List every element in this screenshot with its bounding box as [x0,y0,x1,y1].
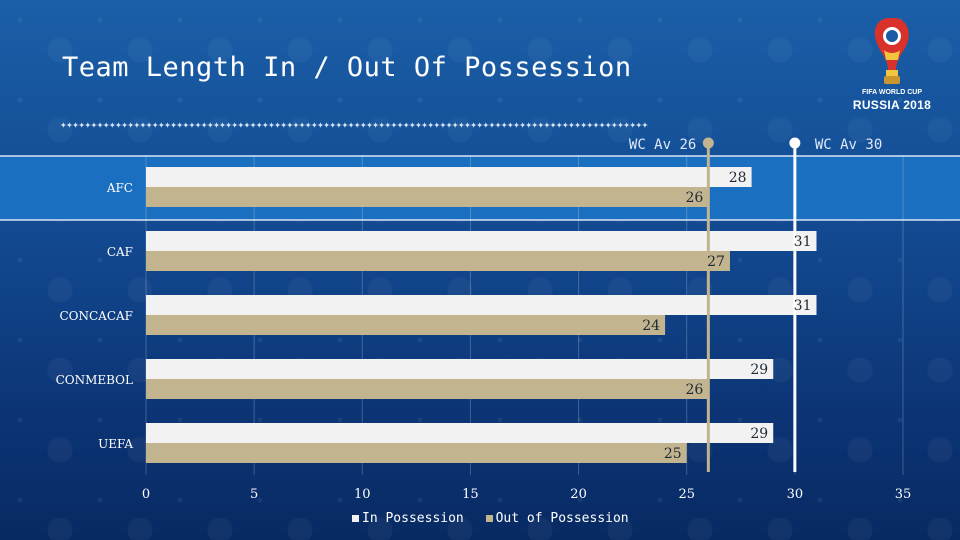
data-label: 25 [664,446,682,462]
data-label: 29 [750,362,768,378]
legend-swatch-in-possession [352,515,359,522]
data-label: 27 [707,254,725,270]
category-label: UEFA [98,437,133,451]
category-labels: AFC CAF CONCACAF CONMEBOL UEFA [56,181,134,451]
bar-concacaf-out-of-possession [146,315,666,335]
reference-line-marker [702,137,714,149]
x-tick-label: 20 [570,487,587,502]
bar-caf-in-possession [146,231,817,251]
x-tick-label: 35 [895,487,912,502]
decorative-divider: ✦✦✦✦✦✦✦✦✦✦✦✦✦✦✦✦✦✦✦✦✦✦✦✦✦✦✦✦✦✦✦✦✦✦✦✦✦✦✦✦… [60,118,648,131]
bar-concacaf-in-possession [146,295,817,315]
data-label: 28 [729,170,747,186]
bar-uefa-in-possession [146,423,774,443]
x-tick-label: 25 [678,487,695,502]
trophy-icon [874,18,909,84]
data-label: 31 [794,234,812,250]
bar-afc-in-possession [146,167,752,187]
data-label: 26 [686,382,704,398]
data-label: 26 [686,190,704,206]
logo-caption-main: RUSSIA 2018 [852,98,932,112]
legend-item-in-possession: In Possession [352,511,464,526]
legend-label: In Possession [362,511,464,526]
logo-caption-top: FIFA WORLD CUP [861,89,922,96]
world-cup-logo: FIFA WORLD CUP RUSSIA 2018 [844,14,940,114]
reference-lines: WC Av 26 WC Av 30 [629,137,882,472]
category-label: CAF [107,245,133,259]
legend-swatch-out-of-possession [485,515,493,522]
category-label: AFC [106,181,133,195]
x-tick-label: 0 [142,487,150,502]
reference-line-marker [789,137,801,149]
reference-line-label: WC Av 26 [629,137,696,153]
x-axis-ticks: 0 5 10 15 20 25 30 35 [142,487,911,502]
x-tick-label: 5 [250,487,258,502]
reference-line-label: WC Av 30 [815,137,882,153]
data-label: 31 [794,298,812,314]
bar-uefa-out-of-possession [146,443,687,463]
page-title: Team Length In / Out Of Possession [62,52,632,83]
legend-label: Out of Possession [495,511,629,526]
data-label: 29 [750,426,768,442]
x-tick-label: 10 [354,487,371,502]
bars [146,167,817,463]
x-tick-label: 30 [787,487,804,502]
bar-afc-out-of-possession [146,187,709,207]
category-label: CONMEBOL [56,373,133,387]
x-tick-label: 15 [462,487,479,502]
data-label: 24 [642,318,660,334]
bar-caf-out-of-possession [146,251,730,271]
bar-conmebol-out-of-possession [146,379,709,399]
data-labels: 28 26 31 27 31 24 29 26 29 25 [642,170,811,462]
legend-item-out-of-possession: Out of Possession [485,511,629,526]
category-label: CONCACAF [59,309,133,323]
legend: In Possession Out of Possession [352,511,643,526]
bar-conmebol-in-possession [146,359,774,379]
